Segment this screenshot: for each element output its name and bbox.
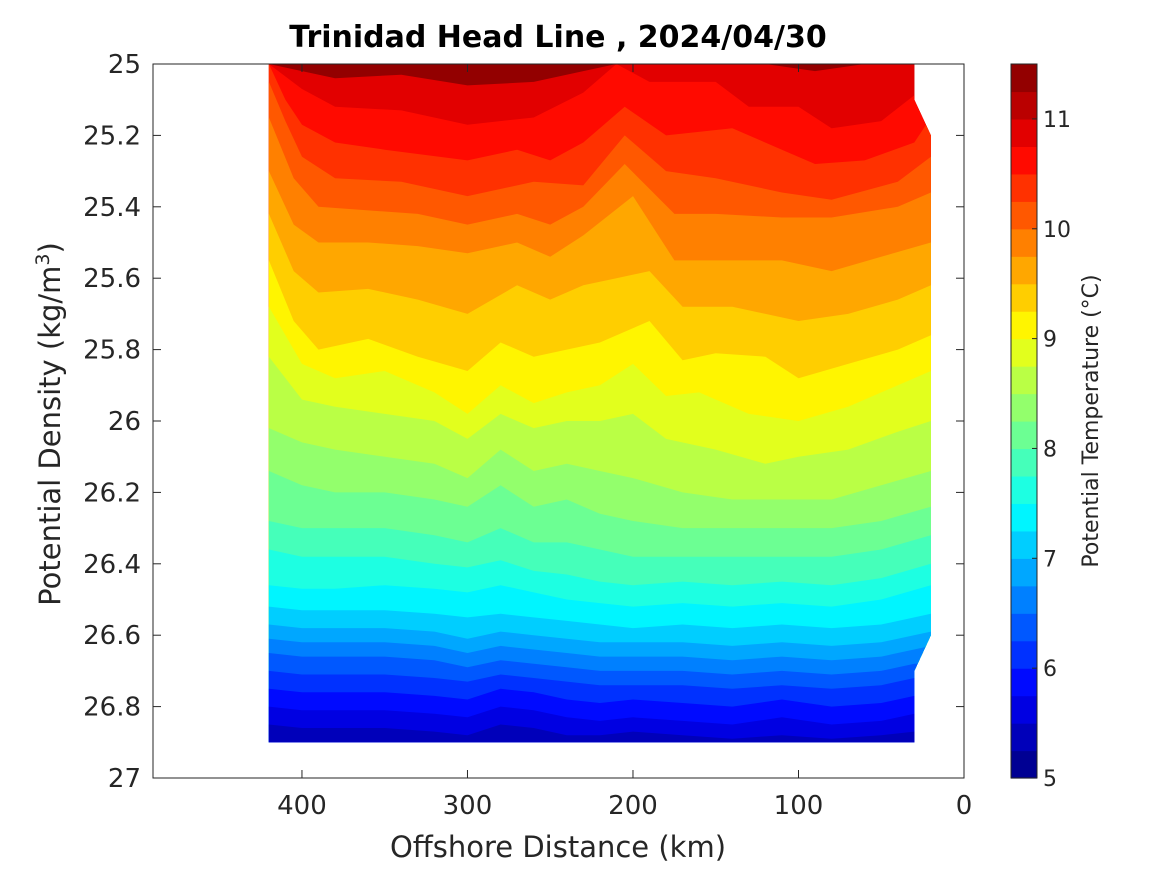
colorbar-swatch [1011, 118, 1037, 147]
y-axis: 25 25.2 25.4 25.6 25.8 26 26.2 26.4 26.6 26.8 27 [83, 50, 964, 794]
y-tick-label: 27 [108, 764, 141, 794]
colorbar-swatch [1011, 750, 1037, 779]
colorbar-swatch [1011, 393, 1037, 422]
colorbar-swatch [1011, 338, 1037, 367]
colorbar-swatch [1011, 91, 1037, 120]
colorbar-swatch [1011, 421, 1037, 450]
colorbar-swatch [1011, 530, 1037, 559]
colorbar-swatch [1011, 668, 1037, 697]
colorbar-swatch [1011, 64, 1037, 93]
colorbar-tick-label: 11 [1043, 108, 1071, 133]
x-tick-label: 300 [443, 791, 493, 821]
colorbar-tick-label: 7 [1043, 547, 1057, 572]
colorbar-tick-label: 8 [1043, 437, 1057, 462]
colorbar-swatch [1011, 475, 1037, 504]
y-tick-label: 25.8 [83, 336, 141, 366]
colorbar-swatch [1011, 558, 1037, 587]
y-axis-label-close: ) [33, 242, 67, 253]
colorbar-swatch [1011, 640, 1037, 669]
colorbar-frame [1010, 63, 1038, 779]
colorbar: 5 6 7 8 9 10 11 [1010, 63, 1071, 792]
y-tick-label: 25.2 [83, 121, 141, 151]
x-tick-label: 400 [277, 791, 327, 821]
y-tick-label: 25.4 [83, 193, 141, 223]
colorbar-swatch [1011, 585, 1037, 614]
colorbar-tick-label: 5 [1043, 767, 1057, 792]
colorbar-swatch [1011, 695, 1037, 724]
colorbar-swatch [1011, 283, 1037, 312]
x-tick-label: 0 [956, 791, 973, 821]
colorbar-swatch [1011, 201, 1037, 230]
colorbar-swatch [1011, 613, 1037, 642]
contour-fills [268, 64, 931, 743]
colorbar-label: Potential Temperature (°C) [1079, 274, 1104, 567]
chart-title: Trinidad Head Line , 2024/04/30 [289, 20, 826, 55]
colorbar-tick-label: 10 [1043, 218, 1071, 243]
x-axis-label: Offshore Distance (km) [390, 830, 726, 864]
colorbar-tick-label: 9 [1043, 328, 1057, 353]
contour-band [268, 724, 931, 743]
y-tick-label: 26.4 [83, 550, 141, 580]
y-axis-label-main: Potential Density (kg/m [33, 266, 67, 606]
colorbar-tick-label: 6 [1043, 657, 1057, 682]
y-tick-label: 26.8 [83, 693, 141, 723]
y-tick-label: 26.2 [83, 478, 141, 508]
colorbar-swatch [1011, 723, 1037, 752]
colorbar-swatch [1011, 366, 1037, 395]
y-tick-label: 25 [108, 50, 141, 80]
y-tick-label: 26.6 [83, 621, 141, 651]
y-tick-label: 25.6 [83, 264, 141, 294]
colorbar-swatch [1011, 448, 1037, 477]
colorbar-swatch [1011, 228, 1037, 257]
colorbar-swatch [1011, 173, 1037, 202]
colorbar-swatch [1011, 311, 1037, 340]
colorbar-swatch [1011, 503, 1037, 532]
y-tick-label: 26 [108, 407, 141, 437]
x-tick-label: 200 [608, 791, 658, 821]
colorbar-swatch [1011, 256, 1037, 285]
x-axis: 400 300 200 100 0 [277, 64, 972, 821]
y-axis-label: Potential Density (kg/m3) [32, 242, 67, 606]
colorbar-swatch [1011, 146, 1037, 175]
x-tick-label: 100 [774, 791, 824, 821]
y-axis-label-superscript: 3 [32, 253, 54, 265]
